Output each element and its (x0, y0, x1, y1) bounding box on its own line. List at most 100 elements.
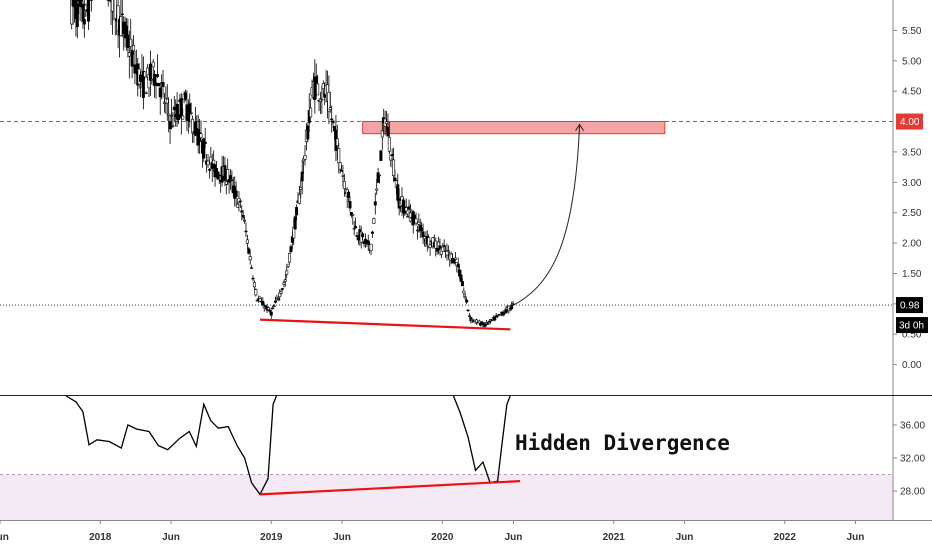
candle-body (428, 244, 432, 248)
candle-body (385, 121, 389, 124)
candle (321, 80, 325, 94)
candle-body (442, 245, 446, 247)
candle (348, 196, 352, 212)
candle (236, 201, 240, 208)
candle-body (299, 187, 303, 190)
candle-body (181, 115, 185, 120)
oversold-band (0, 474, 893, 520)
candle (351, 214, 355, 225)
candle (133, 50, 137, 85)
candle-body (362, 241, 366, 244)
candle (293, 214, 297, 230)
candle-body (254, 289, 258, 296)
candle-body (335, 138, 339, 146)
candle-body (158, 87, 162, 98)
candle-body (177, 114, 181, 121)
candle (132, 35, 136, 55)
candle (466, 309, 470, 313)
candle-body (300, 171, 304, 182)
candle (144, 91, 148, 95)
candle-body (441, 246, 445, 252)
candle (177, 104, 181, 124)
candle-body (227, 179, 231, 183)
candle-body (396, 184, 400, 201)
time-tick-label: Jun (162, 532, 180, 543)
resistance-tag-bg (896, 113, 923, 130)
last-price-tag: 0.98 3d 0h (896, 297, 928, 334)
candle-body (347, 191, 351, 198)
candle (354, 217, 358, 229)
candle (445, 243, 449, 261)
candle (248, 250, 252, 265)
candle (247, 247, 251, 255)
candle-body (354, 226, 358, 229)
candle-body (378, 174, 382, 177)
price-tick-label: 2.00 (902, 239, 922, 250)
candle (240, 205, 244, 221)
candle-body (467, 315, 471, 317)
candle-body (406, 215, 410, 218)
candle-body (268, 309, 272, 312)
candle-body (293, 216, 297, 230)
candle-body (281, 288, 285, 290)
candle (89, 0, 93, 12)
candle-body (348, 201, 352, 209)
candle-body (295, 207, 299, 216)
candle-body (161, 82, 165, 88)
candle-body (171, 125, 175, 127)
price-tick-label: 5.50 (902, 26, 922, 37)
candle-body (373, 201, 377, 206)
candle-body (157, 82, 161, 87)
candle-body (466, 309, 470, 312)
candle-body (352, 228, 356, 230)
candle (283, 274, 287, 287)
candle (191, 115, 195, 144)
candle-body (276, 298, 280, 300)
price-tick-label: 0.50 (902, 330, 922, 341)
candle-body (366, 240, 370, 245)
candle-body (420, 227, 424, 231)
time-tick-label: Jun (333, 532, 351, 543)
candle (452, 259, 456, 265)
oscillator-pane (0, 395, 893, 520)
candle-body (477, 320, 481, 324)
candle (269, 309, 273, 319)
candle-body (199, 133, 203, 138)
candle (202, 137, 206, 163)
candle-body (460, 281, 464, 287)
candle (378, 174, 382, 184)
candle-body (120, 13, 124, 16)
candle (480, 320, 484, 325)
candle (352, 221, 356, 236)
candle-body (279, 291, 283, 294)
oscillator-tick-label: 36.00 (900, 420, 925, 431)
candle-body (341, 175, 345, 177)
candle-body (496, 315, 500, 317)
candle-body (498, 314, 502, 316)
candle-body (141, 71, 145, 98)
candle-body (282, 282, 286, 285)
candle (78, 0, 82, 21)
candle (434, 237, 438, 257)
candle-body (387, 136, 391, 152)
candle (406, 213, 410, 218)
price-tick-label: 0.00 (902, 360, 922, 371)
candle-body (226, 168, 230, 182)
candle (261, 297, 265, 306)
candle (238, 198, 242, 209)
candle (411, 210, 415, 234)
candle (87, 0, 91, 30)
candle (119, 0, 123, 37)
candle-body (351, 214, 355, 216)
candle (428, 240, 432, 256)
candle-body (493, 317, 497, 321)
candle-body (172, 106, 176, 111)
time-tick-label: 2020 (431, 532, 454, 543)
candle (243, 217, 247, 224)
candle (244, 222, 248, 238)
resistance-zone (362, 121, 666, 135)
candle-body (314, 76, 318, 84)
candle-body (206, 160, 210, 166)
candle-body (110, 0, 114, 12)
candle (158, 83, 162, 115)
